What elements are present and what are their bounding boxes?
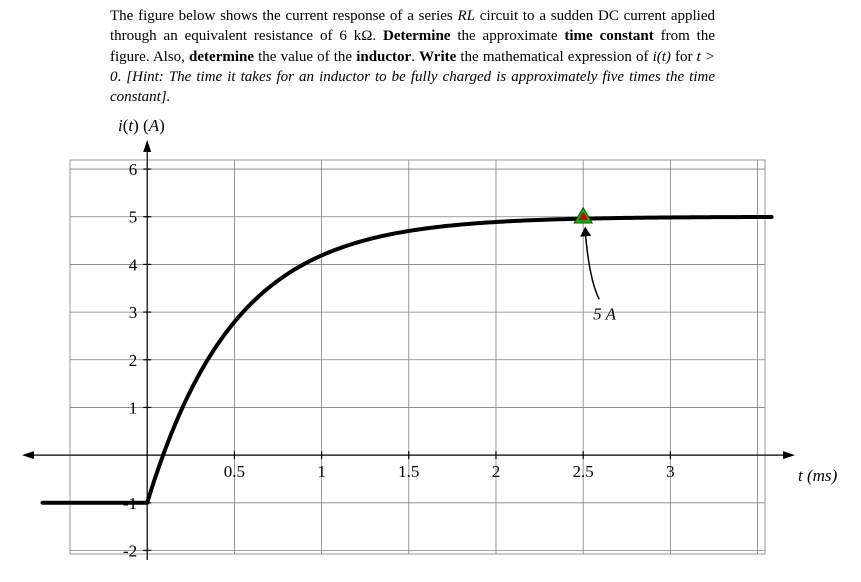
kw-determine: Determine	[383, 28, 450, 44]
x-tick-label: 1.5	[398, 462, 419, 481]
y-tick-label: 5	[129, 208, 138, 227]
txt: the approximate	[450, 28, 564, 44]
annotation-arrow	[585, 231, 599, 300]
y-tick-label: 3	[129, 303, 138, 322]
txt: for	[671, 49, 697, 65]
rl-var: RL	[458, 8, 476, 24]
kw-write: Write	[419, 49, 456, 65]
arrow-right-icon	[783, 451, 795, 459]
x-tick-label: 1	[317, 462, 326, 481]
i-of-t: i(t)	[653, 49, 671, 65]
arrow-up-icon	[143, 140, 151, 152]
y-tick-label: 4	[129, 255, 138, 274]
kw-determine2: determine	[189, 49, 254, 65]
annotation-arrowhead-icon	[580, 227, 591, 237]
x-axis-label: t (ms)	[798, 466, 837, 486]
txt: .	[118, 69, 127, 85]
y-tick-label: 1	[129, 398, 138, 417]
txt: the value of the	[254, 49, 356, 65]
kw-time-constant: time constant	[564, 28, 653, 44]
x-tick-label: 2.5	[573, 462, 594, 481]
page: The figure below shows the current respo…	[0, 0, 861, 582]
chart-svg: 0.511.522.53-2-11234565 A	[0, 140, 800, 580]
chart: 0.511.522.53-2-11234565 A	[0, 140, 800, 580]
y-tick-label: 6	[129, 160, 138, 179]
hint: [Hint: The time it takes for an inductor…	[110, 69, 715, 105]
txt: .	[411, 49, 419, 65]
x-tick-label: 3	[666, 462, 675, 481]
problem-text: The figure below shows the current respo…	[110, 6, 715, 107]
y-axis-label: i(t) (A)	[118, 116, 165, 136]
txt: The figure below shows the current respo…	[110, 8, 458, 24]
y-tick-label: 2	[129, 351, 138, 370]
annotation-label: 5 A	[593, 304, 616, 323]
x-tick-label: 2	[492, 462, 501, 481]
kw-inductor: inductor	[356, 49, 411, 65]
y-tick-label: -2	[123, 541, 137, 560]
arrow-left-icon	[22, 451, 34, 459]
txt: the mathematical expression of	[456, 49, 652, 65]
x-tick-label: 0.5	[224, 462, 245, 481]
